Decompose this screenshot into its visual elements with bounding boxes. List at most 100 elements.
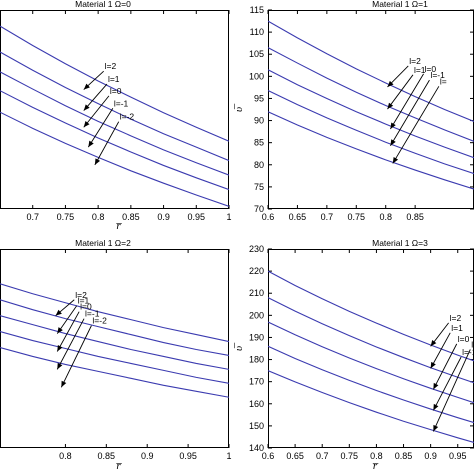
x-tick-label: 0.85 <box>98 451 116 461</box>
annotation-label: l=2 <box>75 290 87 300</box>
x-tick-label: 0.95 <box>179 451 197 461</box>
x-tick-label: 0.9 <box>157 212 170 222</box>
annotation-label: l=1 <box>414 65 426 75</box>
series-line-l=-1 <box>0 331 229 384</box>
x-tick-label: 0.75 <box>348 212 366 222</box>
x-axis-label: r̅ <box>372 460 379 472</box>
annotation-arrow-head <box>94 158 101 165</box>
y-tick-label: 110 <box>250 27 264 37</box>
annotation-arrow <box>390 79 430 146</box>
annotation-arrow-head <box>390 122 396 129</box>
annotation-label: l=0 <box>425 64 437 74</box>
annotation-arrow <box>94 121 120 166</box>
x-tick-label: 0.7 <box>26 212 39 222</box>
y-tick-label: 105 <box>249 49 264 59</box>
y-tick-label: 180 <box>249 355 264 365</box>
annotation-label: l=-1 <box>462 347 474 357</box>
x-tick-label: 0.8 <box>92 212 105 222</box>
series-line-l=0 <box>268 321 474 404</box>
annotation-arrow <box>432 349 471 432</box>
annotation-arrow-head <box>57 362 63 370</box>
series-line-l=-2 <box>0 111 229 207</box>
series-line-l=2 <box>268 20 474 122</box>
annotation-arrow <box>56 311 80 352</box>
series-line-l=1 <box>268 47 474 142</box>
panel-title: Material 1 Ω=2 <box>75 238 131 248</box>
series-line-l=1 <box>0 299 229 357</box>
annotation-label: l=2 <box>450 313 462 323</box>
annotation-arrow-head <box>433 403 439 411</box>
y-tick-label: 140 <box>249 443 264 453</box>
y-tick-label: 150 <box>249 421 264 431</box>
y-tick-label: 190 <box>249 332 264 342</box>
annotation-arrow-head <box>433 382 439 390</box>
annotation-arrow-head <box>57 344 63 352</box>
plot-frame <box>268 249 474 448</box>
series-line-l=-2 <box>268 370 474 443</box>
annotation-label: l=-2 <box>92 316 107 326</box>
panel-omega-0: Material 1 Ω=0 0.7 0.75 0.8 0.85 0.9 0.95 1 r̅ l=… <box>0 0 232 232</box>
annotation-label: l=0 <box>458 334 470 344</box>
annotation-arrow-head <box>430 339 437 347</box>
y-tick-label: 115 <box>250 5 264 15</box>
annotation-label: l=-1 <box>114 98 129 108</box>
series-line-l=2 <box>0 25 229 142</box>
annotation-arrow <box>60 325 92 388</box>
x-tick-label: 0.75 <box>57 212 75 222</box>
panel-title: Material 1 Ω=3 <box>372 238 428 248</box>
annotation-arrow-head <box>387 80 394 87</box>
series-line-l=0 <box>0 315 229 370</box>
annotation-arrow <box>390 73 424 130</box>
x-tick-label: 0.85 <box>406 212 424 222</box>
y-tick-label: 85 <box>254 138 264 148</box>
y-tick-label: 80 <box>254 160 264 170</box>
y-tick-label: 170 <box>249 377 264 387</box>
annotation-label: l=-1 <box>430 70 445 80</box>
annotation-arrow-head <box>88 140 94 148</box>
annotation-arrow <box>387 74 414 110</box>
annotation-arrow-head <box>55 309 62 316</box>
series-line-l=1 <box>268 297 474 384</box>
y-tick-label: 230 <box>249 244 264 254</box>
x-tick-label: 1 <box>226 212 231 222</box>
annotation-arrow-head <box>430 361 436 369</box>
annotation-arrow-head <box>61 380 67 388</box>
annotation-arrow-head <box>83 120 90 128</box>
annotation-label: l=1 <box>108 74 120 84</box>
annotation-arrow-head <box>390 139 396 146</box>
y-tick-label: 75 <box>254 182 264 192</box>
x-axis-label: r̅ <box>116 220 123 232</box>
panel-title: Material 1 Ω=1 <box>372 0 428 9</box>
y-axis-label: υ̅ <box>233 103 245 112</box>
annotation-label: l=0 <box>80 302 92 312</box>
annotation-label: l= <box>440 76 447 86</box>
series-line-l=-2 <box>268 111 474 190</box>
x-tick-label: 0.6 <box>262 451 275 461</box>
panel-omega-3: Material 1 Ω=3 0.6 0.65 0.7 0.75 0.8 0.85 0.9 0.… <box>233 238 474 472</box>
x-tick-label: 0.9 <box>424 451 437 461</box>
x-tick-label: 0.85 <box>395 451 413 461</box>
annotation-arrow <box>432 356 462 411</box>
annotation-arrow <box>430 332 451 369</box>
annotation-label: l=2 <box>409 56 421 66</box>
y-tick-label: 200 <box>249 310 264 320</box>
annotation-label: l=-1 <box>85 309 100 319</box>
annotation-arrow <box>83 95 110 128</box>
x-tick-label: 0.9 <box>141 451 154 461</box>
series-line-l=-1 <box>268 89 474 175</box>
annotation-arrow <box>392 86 440 164</box>
y-tick-label: 210 <box>249 288 264 298</box>
x-tick-label: 0.8 <box>370 451 383 461</box>
annotation-label: l=-2 <box>120 112 135 122</box>
annotation-arrow-head <box>83 104 90 111</box>
annotation-arrow-head <box>433 424 439 432</box>
plot-frame <box>0 10 229 209</box>
x-tick-label: 0.65 <box>286 451 304 461</box>
x-tick-label: 0.95 <box>188 212 206 222</box>
y-tick-label: 90 <box>254 116 264 126</box>
annotation-arrow-head <box>387 102 394 110</box>
x-tick-label: 0.7 <box>316 451 329 461</box>
y-tick-label: 100 <box>249 71 264 81</box>
x-tick-label: 0.7 <box>321 212 334 222</box>
series-line-l=2 <box>268 270 474 362</box>
